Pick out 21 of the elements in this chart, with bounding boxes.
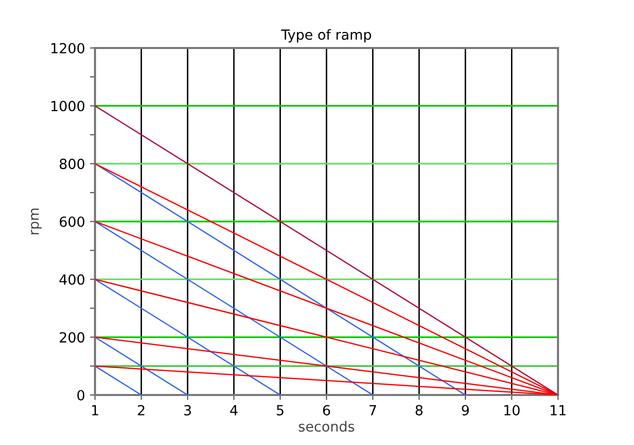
- y-tick-label: 400: [59, 274, 84, 285]
- x-tick-label: 7: [370, 405, 376, 416]
- x-tick-label: 1: [92, 405, 98, 416]
- x-tick-label: 8: [416, 404, 423, 416]
- y-tick-label: 0: [77, 390, 84, 400]
- x-tick-label: 9: [462, 404, 469, 416]
- x-tick-label: 4: [230, 405, 238, 416]
- y-axis-title: rpm: [30, 208, 42, 234]
- x-axis-title: seconds: [298, 420, 354, 432]
- x-tick-label: 10: [504, 404, 520, 416]
- y-tick-label: 200: [60, 332, 84, 343]
- chart-title: Type of ramp: [281, 29, 372, 43]
- y-tick-label: 600: [60, 216, 84, 227]
- x-tick-label: 2: [138, 404, 144, 416]
- y-tick-label: 1000: [51, 100, 84, 112]
- x-tick-label: 11: [550, 405, 566, 416]
- y-tick-label: 1200: [51, 42, 84, 54]
- x-tick-label: 5: [276, 405, 284, 416]
- y-tick-label: 800: [60, 158, 84, 170]
- x-tick-label: 3: [184, 404, 191, 416]
- x-tick-label: 6: [323, 404, 330, 416]
